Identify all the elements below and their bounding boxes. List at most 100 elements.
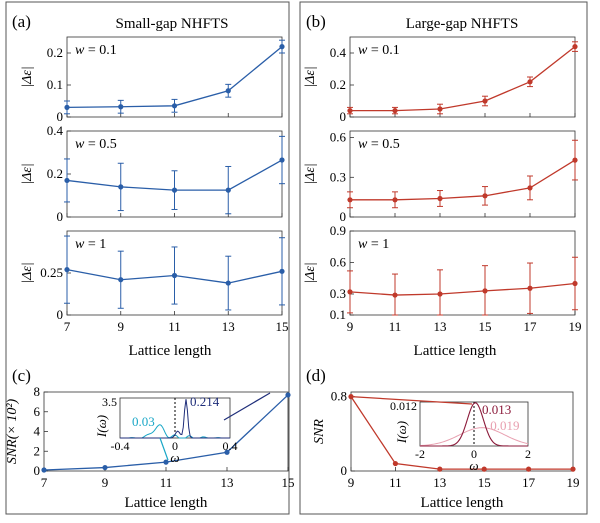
b1-data-point bbox=[527, 79, 533, 85]
b1-data-point bbox=[482, 98, 488, 104]
a2-param-label: w = 0.5 bbox=[75, 137, 117, 152]
d-xlabel: Lattice length bbox=[421, 495, 504, 511]
c-data-point bbox=[102, 464, 108, 471]
a2-data-point bbox=[118, 184, 124, 190]
d-xtick-label: 17 bbox=[522, 475, 536, 490]
c-ytick-label: 2 bbox=[34, 443, 41, 458]
a1-param-label: w = 0.1 bbox=[75, 43, 117, 58]
d-inset-curve-sharp bbox=[420, 402, 528, 447]
a1-data-point bbox=[64, 104, 70, 110]
b3-xtick-label: 15 bbox=[479, 319, 492, 334]
b3-xtick-label: 19 bbox=[569, 319, 582, 334]
c-ytick-label: 8 bbox=[34, 384, 41, 399]
b3-ytick-label: 0.9 bbox=[330, 223, 346, 238]
d-axes-frame bbox=[350, 391, 574, 472]
b1-data-point bbox=[437, 106, 443, 112]
b2-ytick-label: 0.3 bbox=[330, 169, 346, 184]
c-inset-arrow-large bbox=[223, 392, 271, 421]
a1-data-point bbox=[225, 88, 231, 94]
d-inset-arrow bbox=[350, 396, 473, 405]
d-inset-xtick-label: 0 bbox=[471, 447, 477, 461]
d-inset-xtick-label: -2 bbox=[415, 447, 425, 461]
b1-series-line bbox=[350, 46, 576, 112]
c-xtick-label: 7 bbox=[41, 475, 48, 490]
c-inset-xtick-label: -0.4 bbox=[111, 439, 130, 453]
panel-label-c: (c) bbox=[12, 366, 31, 385]
b1-axes-frame bbox=[349, 36, 576, 118]
a2-data-point bbox=[279, 157, 285, 163]
a3-data-point bbox=[225, 280, 231, 286]
d-xtick-label: 11 bbox=[389, 475, 402, 490]
b2-series-line bbox=[350, 159, 576, 201]
a3-xtick-label: 11 bbox=[168, 319, 181, 334]
b1-data-point bbox=[572, 44, 578, 50]
d-inset-annotation-broad: 0.019 bbox=[490, 418, 519, 433]
c-data-point bbox=[41, 467, 47, 473]
d-inset-xlabel: ω bbox=[469, 458, 478, 473]
c-inset-annotation-small: 0.03 bbox=[132, 414, 155, 429]
d-inset-annotation-sharp: 0.013 bbox=[482, 402, 511, 417]
c-xtick-label: 15 bbox=[282, 475, 295, 490]
d-data-point bbox=[481, 466, 487, 472]
d-xtick-label: 19 bbox=[567, 475, 580, 490]
a1-data-point bbox=[118, 104, 124, 110]
d-data-point bbox=[437, 466, 443, 472]
d-inset-ytick-label: 0.012 bbox=[390, 399, 417, 413]
d-data-point bbox=[392, 460, 398, 467]
b3-series-line bbox=[349, 282, 576, 296]
b3-param-label: w = 1 bbox=[358, 237, 389, 252]
b1-data-point bbox=[347, 108, 353, 114]
b2-data-point bbox=[482, 193, 488, 199]
b3-data-point bbox=[437, 291, 443, 297]
a3-xtick-label: 13 bbox=[222, 319, 235, 334]
a3-ytick-label: 0.25 bbox=[40, 265, 63, 280]
c-xlabel: Lattice length bbox=[125, 495, 208, 511]
b1-ytick-label: 0.2 bbox=[330, 77, 346, 92]
a3-data-point bbox=[279, 268, 285, 274]
c-inset-arrow-small bbox=[159, 437, 169, 461]
plots-layer: 0 0.1 0.2 |Δε| w = 0.1 0 0.2 0.4 |Δε| w = 0.5 0 0.2… bbox=[5, 36, 582, 511]
b3-ytick-label: 0.1 bbox=[330, 307, 346, 322]
panel-label-d: (d) bbox=[306, 366, 326, 385]
a3-data-point bbox=[64, 267, 70, 273]
title-small-gap: Small-gap NHFTS bbox=[116, 16, 229, 32]
c-ylabel: SNR(× 10²) bbox=[5, 398, 20, 464]
a1-ylabel: |Δε| bbox=[20, 66, 35, 87]
c-data-point bbox=[224, 449, 230, 455]
d-inset-xtick-label: 2 bbox=[525, 447, 531, 461]
b2-ytick-label: 0.6 bbox=[330, 130, 347, 145]
d-ylabel: SNR bbox=[312, 419, 327, 444]
a1-ytick-label: 0.1 bbox=[47, 77, 63, 92]
d-data-point bbox=[570, 466, 576, 472]
a3-data-point bbox=[118, 277, 124, 283]
c-inset-annotation-large: 0.214 bbox=[190, 394, 220, 409]
a2-ylabel: |Δε| bbox=[20, 163, 35, 184]
a3-ytick-label: 0 bbox=[57, 307, 64, 322]
c-xtick-label: 11 bbox=[160, 475, 173, 490]
b1-param-label: w = 0.1 bbox=[358, 43, 400, 58]
b2-data-point bbox=[572, 157, 578, 163]
b3-ytick-label: 0.3 bbox=[330, 286, 346, 301]
c-data-point bbox=[285, 392, 291, 398]
c-inset-ytick-label: 3.5 bbox=[102, 395, 117, 409]
b2-ylabel: |Δε| bbox=[303, 163, 318, 184]
a1-ytick-label: 0 bbox=[57, 109, 64, 124]
d-xtick-label: 15 bbox=[478, 475, 491, 490]
xlabel-a: Lattice length bbox=[129, 343, 212, 359]
a2-data-point bbox=[64, 177, 70, 184]
title-large-gap: Large-gap NHFTS bbox=[406, 16, 519, 32]
b2-data-point bbox=[527, 185, 533, 191]
d-inset-ylabel: I(ω) bbox=[394, 421, 409, 444]
a1-data-point bbox=[171, 103, 178, 109]
b3-xtick-label: 9 bbox=[347, 319, 354, 334]
b2-param-label: w = 0.5 bbox=[358, 137, 400, 152]
right-panel-frame bbox=[299, 1, 588, 515]
c-inset-ylabel: I(ω) bbox=[94, 415, 109, 438]
panel-label-a: (a) bbox=[12, 12, 31, 31]
d-series-line bbox=[350, 396, 573, 470]
d-xtick-label: 9 bbox=[348, 475, 355, 490]
c-xtick-label: 13 bbox=[221, 475, 234, 490]
c-inset-xlabel: ω bbox=[170, 450, 179, 465]
c-ytick-label: 4 bbox=[34, 424, 41, 439]
